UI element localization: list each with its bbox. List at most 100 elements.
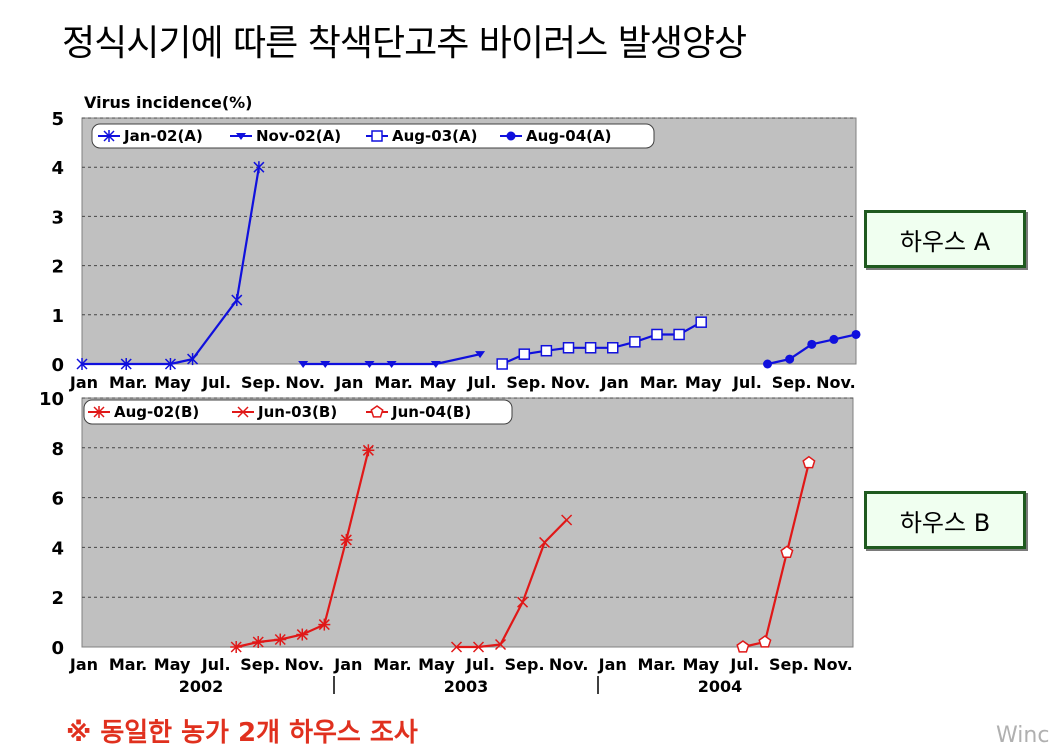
- data-point: [584, 342, 597, 354]
- data-point: [562, 342, 575, 354]
- x-tick-label: Nov.: [285, 373, 325, 392]
- legend-label: Nov-02(A): [256, 127, 341, 145]
- legend-label: Aug-04(A): [526, 127, 611, 145]
- x-tick-label: Sep.: [772, 373, 812, 392]
- data-point: [606, 342, 619, 354]
- data-point: [231, 294, 243, 307]
- gridlines-b: [82, 397, 853, 598]
- plot-area-b: [81, 397, 854, 648]
- x-tick-label: Mar.: [373, 655, 411, 674]
- y-tick-label: 1: [51, 306, 64, 327]
- legend-marker: [236, 133, 246, 140]
- data-point: [475, 351, 486, 359]
- x-ticks-a: Jan Mar. May Jul. Sep. Nov. Jan Mar. May Jul. Sep.…: [69, 373, 856, 392]
- x-tick-label: Sep.: [505, 655, 545, 674]
- slide-title: 정식시기에 따른 착색단고추 바이러스 발생양상: [62, 23, 747, 64]
- x-tick-label: May: [418, 655, 455, 674]
- data-point: [120, 358, 132, 370]
- x-tick-label: May: [682, 655, 719, 674]
- plot-area-a: [81, 117, 857, 365]
- data-point: [340, 533, 353, 546]
- x-tick-label: Sep.: [506, 373, 546, 392]
- x-tick-label: Jul.: [465, 655, 495, 674]
- gridlines-a: [82, 117, 856, 316]
- y-ticks-b: 0 2 4 6 8 10: [39, 389, 64, 659]
- legend-box-b: [83, 399, 513, 425]
- x-tick-label: Nov.: [549, 655, 589, 674]
- data-point: [758, 635, 772, 648]
- data-point: [829, 334, 839, 344]
- data-point: [802, 455, 816, 469]
- data-point: [517, 596, 529, 608]
- y-tick-label: 2: [51, 588, 64, 609]
- data-point: [253, 161, 265, 174]
- data-point: [362, 444, 375, 457]
- data-point: [496, 358, 508, 370]
- survey-footnote: ※ 동일한 농가 2개 하우스 조사: [66, 718, 418, 748]
- y-tick-label: 8: [51, 439, 64, 460]
- data-point: [851, 329, 861, 339]
- y-tick-label: 4: [51, 158, 64, 179]
- x-tick-label: Jul.: [729, 655, 759, 674]
- x-tick-label: May: [154, 373, 191, 392]
- x-tick-label: Mar.: [109, 373, 147, 392]
- data-point: [763, 359, 773, 369]
- data-point: [430, 361, 441, 368]
- legend-marker: [93, 406, 105, 418]
- x-tick-label: Jul.: [201, 373, 231, 392]
- x-tick-label: Jan: [600, 373, 629, 392]
- legend-label: Jun-03(B): [257, 403, 337, 421]
- y-tick-label: 0: [51, 638, 64, 659]
- watermark-text: Winc: [996, 723, 1050, 748]
- data-point: [561, 514, 573, 526]
- data-point: [472, 641, 485, 653]
- series-line-Nov-02(A): [303, 353, 481, 366]
- data-point: [785, 354, 795, 364]
- data-point: [298, 361, 309, 368]
- legend-marker: [370, 405, 384, 418]
- x-tick-label: May: [420, 373, 457, 392]
- legend-b: Aug-02(B) Jun-03(B) Jun-04(B): [83, 399, 513, 425]
- data-point: [518, 348, 531, 360]
- y-tick-label: 3: [51, 207, 64, 228]
- data-point: [274, 633, 287, 646]
- x-tick-label: Mar.: [109, 655, 147, 674]
- data-point: [629, 336, 641, 348]
- legend-label: Aug-02(B): [114, 403, 199, 421]
- data-point: [495, 638, 507, 651]
- legend-label: Jan-02(A): [123, 127, 203, 145]
- x-tick-label: Mar.: [374, 373, 412, 392]
- data-point: [651, 328, 663, 341]
- x-tick-label: Jul.: [467, 373, 497, 392]
- y-tick-label: 5: [51, 109, 64, 130]
- data-point: [539, 536, 551, 548]
- data-point: [187, 353, 199, 366]
- x-tick-label: Nov.: [816, 373, 856, 392]
- data-point: [673, 328, 685, 341]
- x-tick-label: Sep.: [240, 655, 280, 674]
- x-tick-label: Sep.: [769, 655, 809, 674]
- x-tick-label: May: [685, 373, 722, 392]
- series-line-Aug-03(A): [501, 321, 702, 366]
- data-point: [736, 640, 750, 653]
- data-point: [450, 641, 463, 653]
- legend-marker: [371, 130, 383, 142]
- year-label: 2002: [179, 677, 224, 696]
- data-point: [695, 316, 707, 328]
- series-line-Jan-02(A): [82, 167, 260, 366]
- x-tick-label: Jan: [69, 373, 98, 392]
- y-tick-label: 10: [39, 389, 64, 410]
- y-ticks-a: 0 1 2 3 4 5: [51, 109, 64, 376]
- legend-label: Aug-03(A): [392, 127, 477, 145]
- x-tick-label: Jan: [333, 655, 362, 674]
- year-label: 2004: [698, 677, 743, 696]
- series-a: [76, 161, 861, 370]
- x-tick-label: Jul.: [732, 373, 762, 392]
- data-point: [318, 618, 331, 631]
- y-tick-label: 2: [51, 257, 64, 278]
- y-tick-label: 6: [51, 489, 64, 510]
- data-point: [164, 358, 176, 370]
